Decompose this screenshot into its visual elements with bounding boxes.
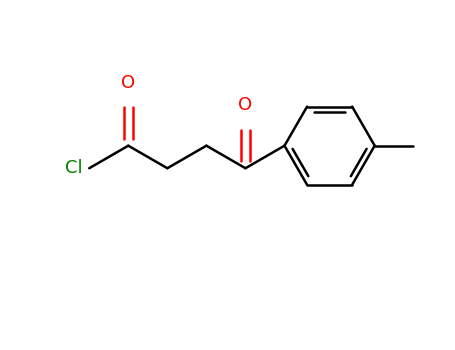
Text: Cl: Cl [65,159,82,177]
Text: O: O [121,74,135,92]
Text: O: O [238,96,253,114]
